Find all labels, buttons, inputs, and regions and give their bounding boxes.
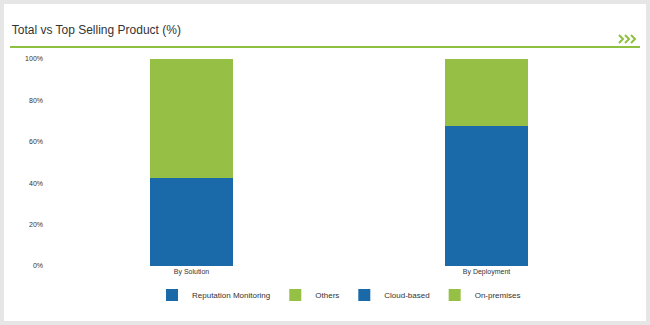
svg-text:Total vs Top Selling Product (: Total vs Top Selling Product (%) (12, 23, 181, 37)
svg-text:80%: 80% (29, 97, 43, 104)
svg-text:40%: 40% (29, 180, 43, 187)
svg-text:Others: Others (315, 291, 339, 300)
svg-text:On-premises: On-premises (475, 291, 521, 300)
svg-text:By Deployment: By Deployment (463, 268, 511, 276)
svg-text:20%: 20% (29, 221, 43, 228)
svg-text:60%: 60% (29, 138, 43, 145)
svg-text:100%: 100% (25, 55, 43, 62)
svg-text:By Solution: By Solution (174, 268, 210, 276)
svg-text:Cloud-based: Cloud-based (384, 291, 429, 300)
svg-text:0%: 0% (33, 262, 43, 269)
svg-text:Reputation Monitoring: Reputation Monitoring (192, 291, 270, 300)
